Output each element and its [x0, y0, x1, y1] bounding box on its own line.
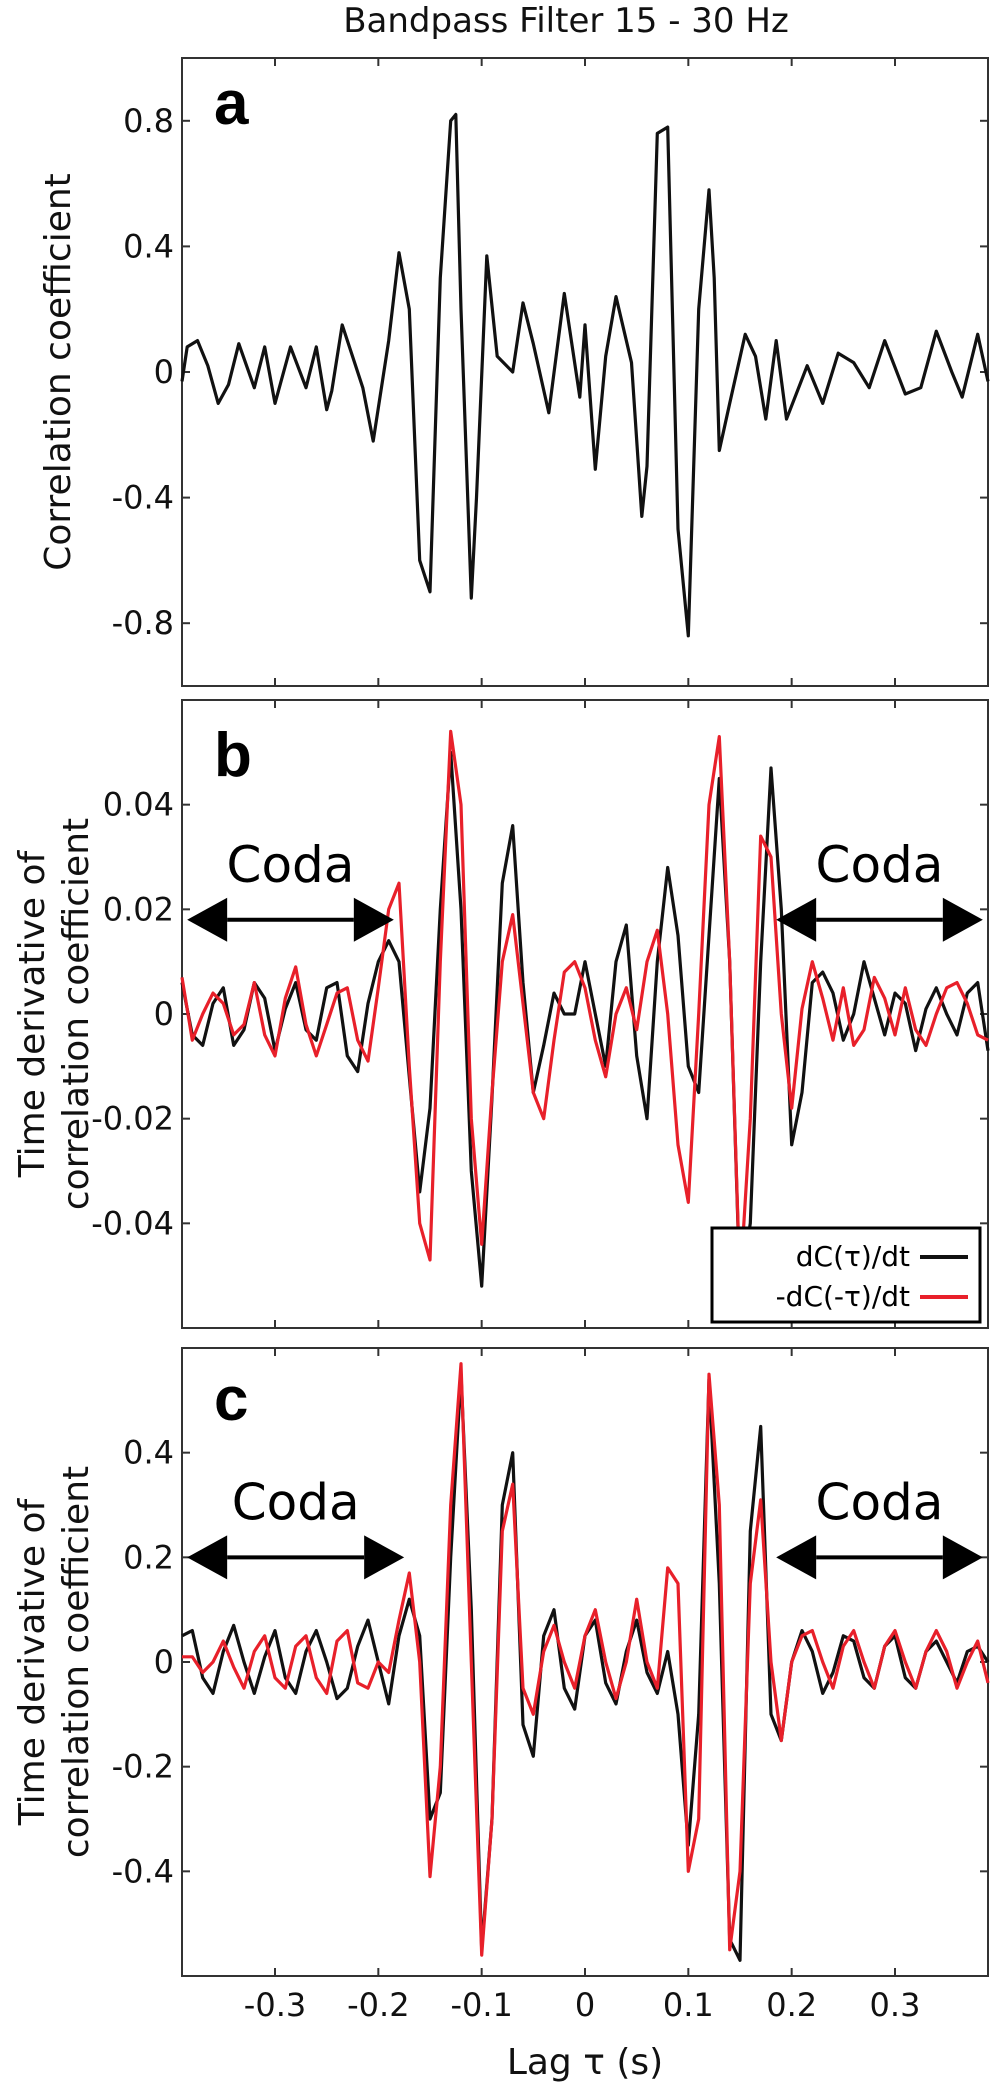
- legend: dC(τ)/dt -dC(-τ)/dt: [710, 1226, 982, 1324]
- coda-label: Coda: [816, 836, 944, 894]
- panel-label-b: b: [214, 721, 252, 790]
- y-tick-label: -0.2: [112, 1748, 174, 1786]
- y-tick-label: 0.4: [123, 227, 174, 265]
- series-lines-a: [180, 112, 990, 638]
- y-axis-label-line: Time derivative of: [12, 1497, 53, 1826]
- coda-label: Coda: [232, 1473, 360, 1531]
- y-tick-label: 0.04: [103, 786, 174, 824]
- y-tick-label: 0: [154, 1643, 174, 1681]
- x-tick-label: 0: [575, 1986, 595, 2024]
- x-tick-label: -0.1: [450, 1986, 512, 2024]
- y-axis-label-a: Correlation coefficient: [38, 173, 79, 571]
- coda-arrowhead: [364, 1535, 405, 1580]
- coda-arrowhead: [187, 897, 228, 942]
- y-axis-label-b: Time derivative of correlation coefficien…: [12, 818, 97, 1210]
- legend-label-dc: dC(τ)/dt: [796, 1240, 910, 1273]
- plot-frame-a: [181, 57, 989, 687]
- ticks-b: 0.04 0.02 0 -0.02 -0.04: [91, 700, 988, 1328]
- series-line-black: [180, 112, 990, 638]
- y-axis-label-line: correlation coefficient: [56, 818, 97, 1210]
- panel-label-a: a: [214, 69, 249, 138]
- panel-label-c: c: [214, 1365, 248, 1434]
- x-tick-label: -0.3: [244, 1986, 306, 2024]
- y-tick-label: 0: [154, 995, 174, 1033]
- x-axis-label: Lag τ (s): [507, 2042, 663, 2083]
- coda-arrowhead: [776, 897, 817, 942]
- coda-label: Coda: [816, 1473, 944, 1531]
- panel-b: Time derivative of correlation coefficien…: [12, 699, 990, 1329]
- y-axis-label-c: Time derivative of correlation coefficien…: [12, 1466, 97, 1858]
- coda-label: Coda: [227, 836, 355, 894]
- series-line-black: [180, 750, 990, 1293]
- series-lines-b: [180, 729, 990, 1293]
- series-line-red: [180, 729, 989, 1288]
- y-axis-label-line: Correlation coefficient: [38, 173, 79, 571]
- series-line-red: [182, 1362, 990, 1957]
- coda-arrowhead: [942, 897, 983, 942]
- coda-arrowhead: [353, 897, 394, 942]
- y-tick-label: -0.4: [112, 1852, 174, 1890]
- panel-a: Correlation coefficient 0.80.40-0.4-0.8 …: [38, 57, 990, 687]
- x-tick-label: 0.1: [663, 1986, 714, 2024]
- y-tick-label: -0.4: [112, 479, 174, 517]
- ticks-c: 0.4 0.2 0 -0.2 -0.4 -0.3 -0.2 -0.1 0 0.1 0.2 0.3: [112, 1348, 988, 2024]
- y-tick-label: 0.4: [123, 1434, 174, 1472]
- y-axis-label-line: correlation coefficient: [56, 1466, 97, 1858]
- panel-c: Time derivative of correlation coefficien…: [12, 1347, 990, 2024]
- y-tick-label: -0.02: [91, 1100, 174, 1138]
- legend-box: [710, 1226, 982, 1324]
- y-tick-label: -0.8: [112, 604, 174, 642]
- series-lines-c: [181, 1362, 990, 1962]
- y-tick-label: 0.2: [123, 1538, 174, 1576]
- x-tick-label: 0.2: [766, 1986, 817, 2024]
- x-tick-label: -0.2: [347, 1986, 409, 2024]
- coda-annotations-c: Coda Coda: [187, 1473, 983, 1580]
- coda-annotations-b: Coda Coda: [187, 836, 983, 942]
- y-tick-label: -0.04: [91, 1204, 174, 1242]
- y-axis-label-line: Time derivative of: [12, 849, 53, 1178]
- legend-label-dc-neg: -dC(-τ)/dt: [776, 1280, 910, 1313]
- coda-arrowhead: [187, 1535, 228, 1580]
- ticks-a: 0.8 0.4 0 -0.4 -0.8: [112, 58, 988, 686]
- coda-arrowhead: [776, 1535, 817, 1580]
- y-tick-label: 0.8: [123, 102, 174, 140]
- coda-arrowhead: [942, 1535, 983, 1580]
- y-tick-label: 0.02: [103, 890, 174, 928]
- x-tick-label: 0.3: [870, 1986, 921, 2024]
- figure-title: Bandpass Filter 15 - 30 Hz: [343, 1, 789, 41]
- y-tick-label: 0: [154, 353, 174, 391]
